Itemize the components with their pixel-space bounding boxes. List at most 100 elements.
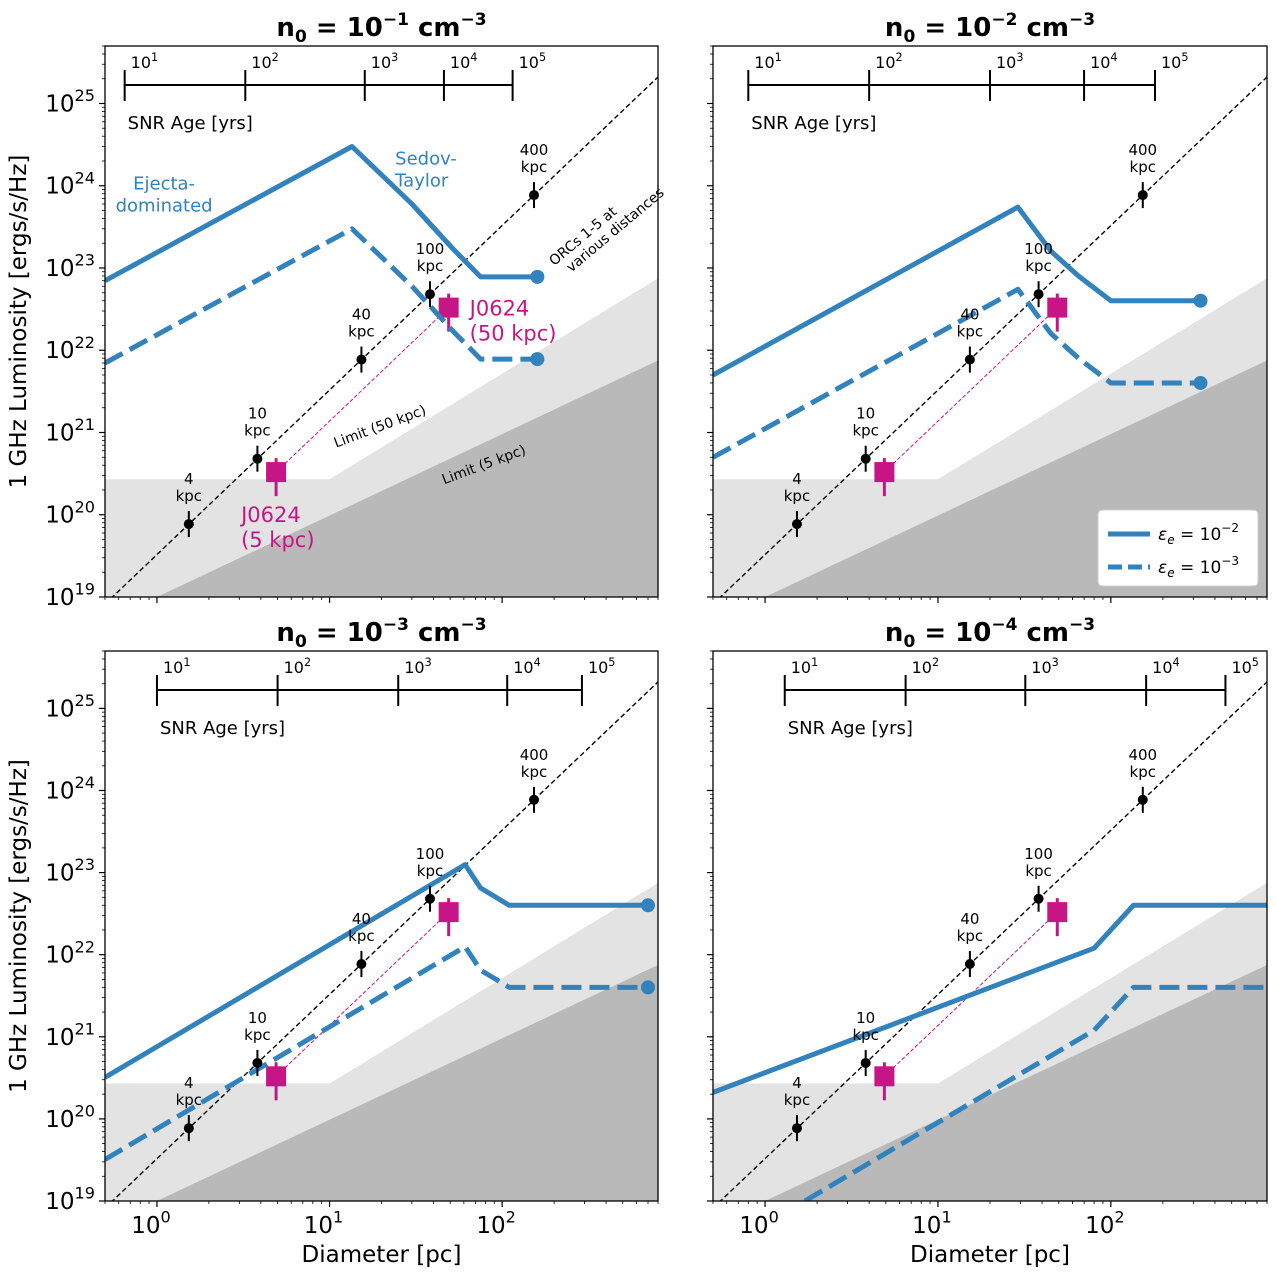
panel-title: n0 = 10−3 cm−3 [276, 615, 486, 652]
orc-point-label: 40 kpc [957, 910, 983, 945]
orc-point [252, 453, 263, 464]
model-curve-end-marker [530, 269, 545, 284]
panel-title: n0 = 10−4 cm−3 [885, 615, 1095, 652]
y-tick-label: 1024 [45, 168, 95, 199]
y-tick-label: 1021 [45, 415, 95, 446]
y-tick-label: 1019 [45, 1184, 95, 1215]
orc-point-label: 400 kpc [520, 746, 549, 781]
model-curve-eps-1e-2 [105, 144, 538, 283]
x-tick-label: 102 [476, 1208, 516, 1239]
orc-point-label: 40 kpc [348, 306, 374, 341]
j0624-marker [1047, 902, 1068, 923]
legend-entry: εe = 10−2 [1158, 521, 1239, 547]
orc-point-label: 10 kpc [852, 1009, 878, 1044]
y-tick-label: 1024 [45, 773, 95, 804]
orc-point-label: 100 kpc [416, 240, 445, 275]
panel-top-left: Limit (50 kpc)Limit (5 kpc)ORCs 1-5 atva… [6, 10, 668, 611]
plot-area [105, 76, 658, 597]
age-scale-tick-label: 105 [1161, 51, 1188, 72]
age-scale-tick-label: 101 [131, 51, 158, 72]
y-tick-label: 1022 [45, 333, 95, 364]
y-tick-label: 1023 [45, 251, 95, 282]
j0624-connector [884, 307, 1058, 473]
x-axis-label: Diameter [pc] [302, 1242, 462, 1268]
orc-point [1033, 893, 1044, 904]
orc-point [252, 1057, 263, 1068]
orc-point-label: 400 kpc [1128, 746, 1157, 781]
orc-point [1137, 794, 1148, 805]
age-scale-tick-label: 102 [875, 51, 902, 72]
age-scale-tick-label: 101 [163, 656, 190, 677]
y-tick-label: 1022 [45, 937, 95, 968]
x-axis-label: Diameter [pc] [910, 1242, 1070, 1268]
model-curve-end-marker [1193, 293, 1208, 308]
orc-point-label: 40 kpc [957, 306, 983, 341]
orc-point-label: 100 kpc [1024, 845, 1053, 880]
orc-point-label: 100 kpc [1024, 240, 1053, 275]
orc-point [425, 289, 436, 300]
age-scale-tick-label: 104 [450, 51, 477, 72]
orc-point [529, 190, 540, 201]
j0624-marker [266, 1066, 287, 1087]
orc-distance-line [719, 681, 1267, 1201]
panel-title: n0 = 10−1 cm−3 [276, 10, 486, 47]
age-scale-tick-label: 102 [912, 656, 939, 677]
orc-distance-line [111, 76, 658, 597]
j0624-marker [438, 902, 459, 923]
orc-point-label: 400 kpc [1128, 141, 1157, 176]
plot-area [713, 681, 1267, 1201]
age-scale-tick-label: 105 [588, 656, 615, 677]
age-scale-tick-label: 103 [1031, 656, 1058, 677]
model-curve-eps-1e-2 [713, 204, 1201, 378]
model-curve-eps-1e-2 [105, 862, 648, 1080]
model-curve-eps-1e-2 [713, 902, 1267, 1095]
orc-point [860, 453, 871, 464]
orc-point-label: 4 kpc [176, 1074, 202, 1109]
orc-point-label: 4 kpc [176, 470, 202, 505]
x-tick-label: 100 [131, 1208, 171, 1239]
orc-distance-line [111, 681, 658, 1201]
limit-5kpc-region [765, 964, 1267, 1201]
model-curve-end-marker [640, 980, 655, 995]
orc-point [791, 1123, 802, 1134]
phase-annotation: Ejecta-dominated [116, 174, 213, 217]
orc-point-label: 40 kpc [348, 910, 374, 945]
age-scale-label: SNR Age [yrs] [160, 718, 285, 739]
age-scale-tick-label: 104 [1152, 656, 1179, 677]
j0624-label: J0624 (5 kpc) [239, 503, 314, 552]
j0624-connector [275, 307, 450, 473]
j0624-label: J0624 (50 kpc) [468, 297, 557, 346]
limit-5kpc-region [156, 360, 658, 597]
j0624-marker [1047, 297, 1068, 318]
model-curve-eps-1e-3 [105, 226, 538, 366]
model-curve-end-marker [530, 352, 545, 367]
orc-point [425, 893, 436, 904]
age-scale-tick-label: 103 [404, 656, 431, 677]
orc-point [1033, 289, 1044, 300]
model-curve-eps-1e-3 [803, 984, 1267, 1201]
model-curve-end-marker [640, 898, 655, 913]
age-scale-tick-label: 103 [371, 51, 398, 72]
orc-point-label: 400 kpc [520, 141, 549, 176]
model-curve-end-marker [1193, 375, 1208, 390]
orc-point [860, 1057, 871, 1068]
y-tick-label: 1020 [45, 497, 95, 528]
age-scale-tick-label: 102 [251, 51, 278, 72]
y-axis-label: 1 GHz Luminosity [ergs/s/Hz] [6, 759, 32, 1093]
age-scale-label: SNR Age [yrs] [788, 718, 913, 739]
j0624-marker [874, 1066, 895, 1087]
age-scale-tick-label: 104 [513, 656, 540, 677]
orc-point-label: 10 kpc [244, 1009, 270, 1044]
y-tick-label: 1020 [45, 1102, 95, 1133]
age-scale-label: SNR Age [yrs] [751, 113, 876, 134]
j0624-marker [874, 462, 895, 483]
age-scale-tick-label: 101 [791, 656, 818, 677]
orc-point [183, 519, 194, 530]
x-tick-label: 101 [304, 1208, 344, 1239]
plot-area [105, 681, 658, 1201]
legend-entry: εe = 10−3 [1158, 554, 1239, 580]
j0624-marker [266, 462, 287, 483]
orc-point [964, 959, 975, 970]
y-tick-label: 1023 [45, 855, 95, 886]
orc-point-label: 4 kpc [784, 470, 810, 505]
